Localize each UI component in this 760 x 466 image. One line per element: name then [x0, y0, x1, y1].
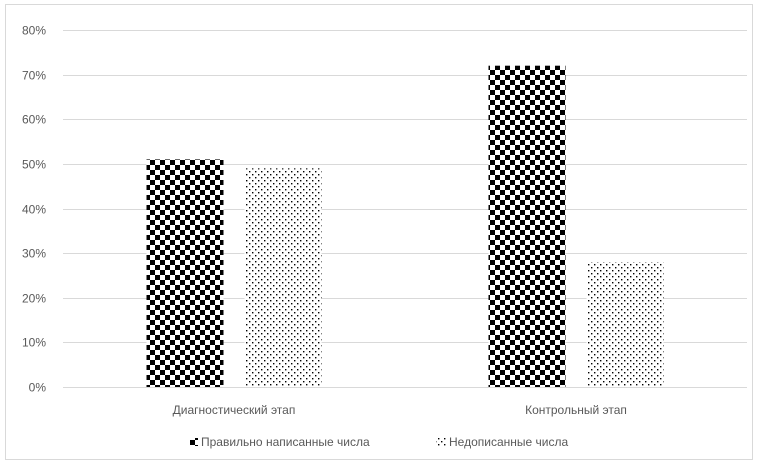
y-tick-label: 0%	[29, 381, 47, 395]
legend-swatch	[190, 438, 198, 446]
legend-label: Правильно написанные числа	[201, 435, 370, 449]
y-axis-ticks: 0% 10% 20% 30% 40% 50% 60% 70% 80%	[22, 24, 46, 395]
x-tick-label: Диагностический этап	[173, 403, 296, 417]
legend: Правильно написанные числа Недописанные ч…	[190, 435, 568, 449]
y-tick-label: 40%	[22, 203, 46, 217]
legend-label: Недописанные числа	[449, 435, 568, 449]
y-tick-label: 50%	[22, 158, 46, 172]
y-tick-label: 60%	[22, 113, 46, 127]
bar-correct-diagnostic	[146, 159, 224, 387]
x-axis-ticks: Диагностический этап Контрольный этап	[173, 403, 627, 417]
bar-incomplete-control	[586, 262, 664, 387]
y-tick-label: 80%	[22, 24, 46, 38]
bar-correct-control	[488, 65, 566, 387]
legend-swatch	[436, 438, 446, 446]
y-tick-label: 20%	[22, 292, 46, 306]
x-tick-label: Контрольный этап	[525, 403, 627, 417]
y-tick-label: 30%	[22, 247, 46, 261]
bars	[146, 65, 664, 387]
y-tick-label: 70%	[22, 69, 46, 83]
bar-incomplete-diagnostic	[244, 168, 322, 387]
y-tick-label: 10%	[22, 336, 46, 350]
